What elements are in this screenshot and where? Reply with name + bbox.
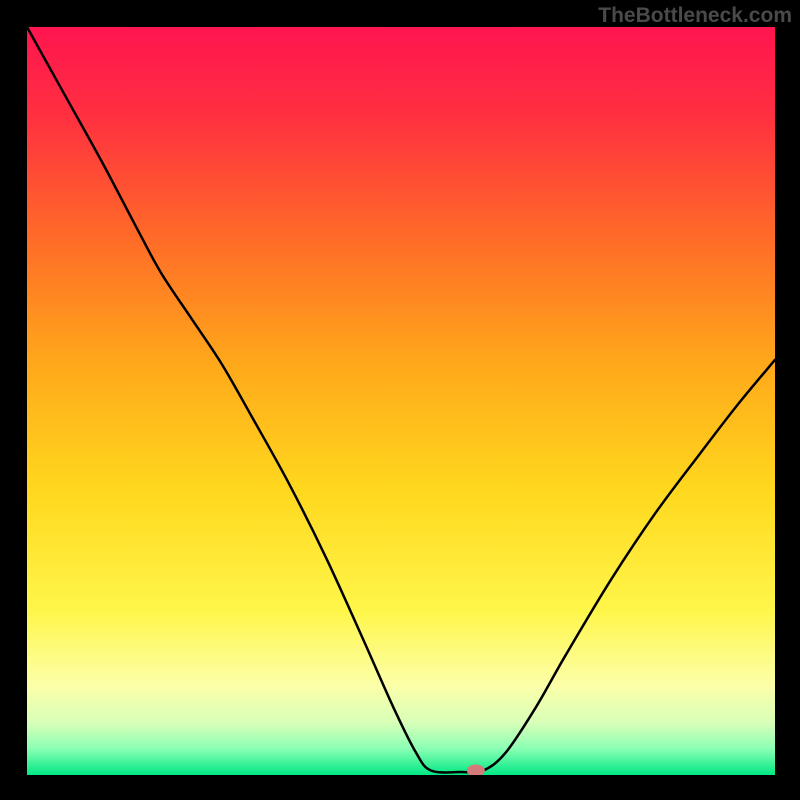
plot-area	[27, 27, 775, 775]
bottleneck-curve	[27, 27, 775, 772]
attribution-text: TheBottleneck.com	[598, 4, 792, 28]
optimum-marker	[467, 765, 485, 775]
chart-overlay	[27, 27, 775, 775]
